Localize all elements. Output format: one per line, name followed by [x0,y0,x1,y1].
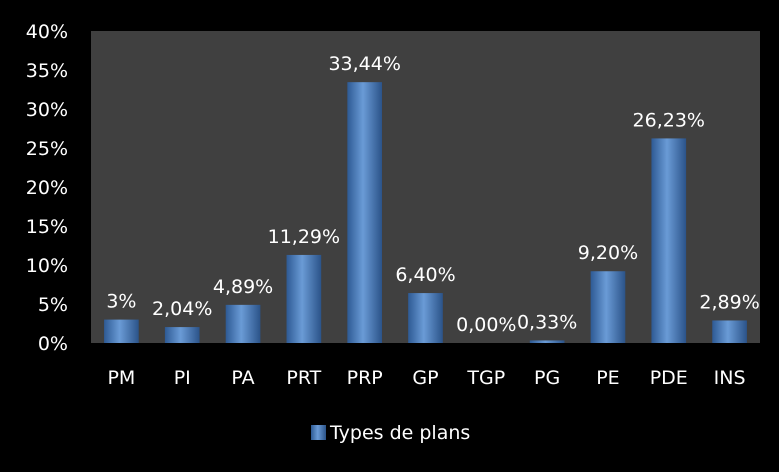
data-label-pa: 4,89% [213,276,273,298]
y-tick-label: 40% [26,21,68,43]
y-tick-label: 10% [26,255,68,277]
y-tick-label: 5% [38,294,68,316]
data-label-prp: 33,44% [328,53,400,75]
y-tick-label: 0% [38,333,68,355]
x-tick-label-prp: PRP [347,367,383,389]
data-label-pi: 2,04% [152,298,212,320]
y-tick-label: 20% [26,177,68,199]
x-tick-label-pi: PI [174,367,191,389]
plot-area [91,31,760,343]
x-tick-label-pe: PE [596,367,619,389]
data-label-prt: 11,29% [268,226,340,248]
bar-pde [651,138,687,343]
x-tick-label-gp: GP [412,367,438,389]
bar-pe [590,271,626,343]
bar-ins [712,320,747,343]
legend: Types de plans [311,422,470,444]
x-tick-label-pa: PA [231,367,254,389]
y-tick-label: 35% [26,60,68,82]
bar-pa [225,304,261,343]
bar-prp [347,82,383,343]
x-tick-label-pde: PDE [650,367,688,389]
bar-series: 3% 2,04%4,89% 11,29% 33,44% 6,40% 0,00% 0,33% 9… [104,53,760,343]
data-label-tgp: 0,00% [456,314,516,336]
y-tick-label: 25% [26,138,68,160]
bar-pm [104,319,139,343]
data-label-pg: 0,33% [517,311,577,333]
x-tick-label-pm: PM [107,367,135,389]
legend-label: Types de plans [329,422,470,444]
legend-swatch [311,425,326,440]
y-axis: 0% 5% 10% 15% 20% 25% 30% 35% 40% [26,21,68,355]
x-tick-label-prt: PRT [286,367,321,389]
data-label-pm: 3% [106,291,136,313]
data-label-pe: 9,20% [578,242,638,264]
y-tick-label: 15% [26,216,68,238]
data-label-ins: 2,89% [699,291,759,313]
x-tick-label-pg: PG [534,367,560,389]
x-tick-label-ins: INS [714,367,746,389]
x-axis: PM PI PA PRT PRP GP TGP PG PE PDE INS [107,367,745,389]
bar-pi [164,327,200,343]
y-tick-label: 30% [26,99,68,121]
data-label-pde: 26,23% [633,109,705,131]
data-label-gp: 6,40% [395,264,455,286]
bar-pg [529,340,565,343]
bar-prt [286,254,322,343]
bar-gp [408,293,443,343]
x-tick-label-tgp: TGP [466,367,505,389]
